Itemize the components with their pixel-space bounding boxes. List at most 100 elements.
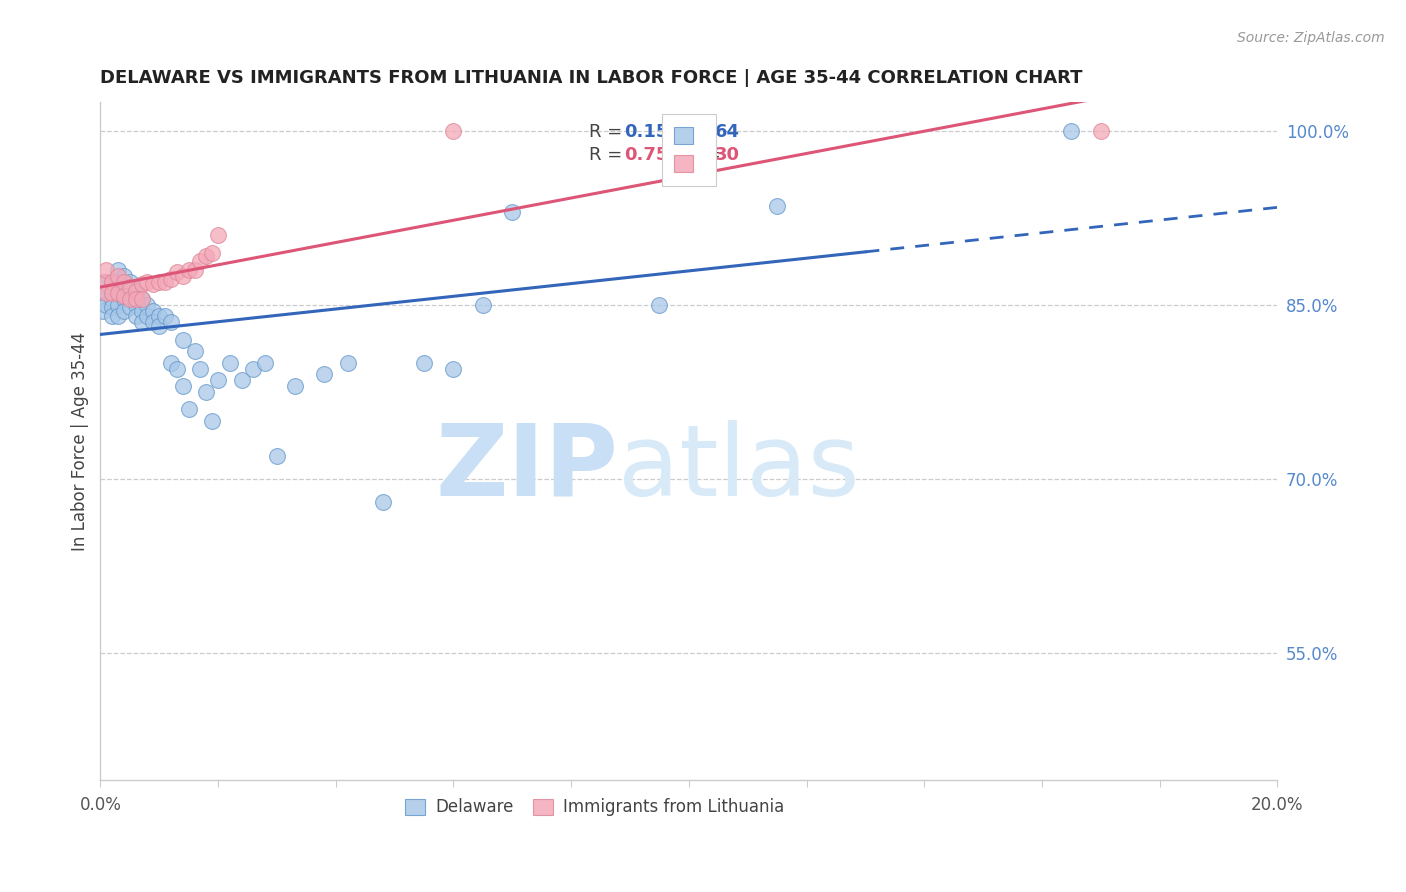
Point [112, 275, 135, 289]
Point [177, 263, 200, 277]
Point [96, 298, 118, 312]
Text: 0.159: 0.159 [624, 123, 681, 142]
Point [172, 333, 194, 347]
Text: 30: 30 [714, 146, 740, 164]
Point [201, 414, 224, 428]
Point [678, 124, 700, 138]
Point [107, 286, 129, 301]
Point [131, 277, 153, 291]
Point [142, 277, 165, 291]
Point [118, 275, 141, 289]
Point [107, 286, 129, 301]
Point [96, 263, 118, 277]
Point [160, 272, 183, 286]
Point [91, 292, 114, 306]
Point [1060, 124, 1083, 138]
Point [107, 268, 129, 283]
Y-axis label: In Labor Force | Age 35-44: In Labor Force | Age 35-44 [72, 332, 89, 550]
Point [131, 315, 153, 329]
Point [131, 292, 153, 306]
Point [136, 275, 159, 289]
Point [177, 402, 200, 417]
Point [190, 361, 212, 376]
Point [96, 286, 118, 301]
Point [101, 300, 124, 314]
Point [112, 303, 135, 318]
Text: atlas: atlas [619, 420, 860, 516]
Point [118, 300, 141, 314]
Text: 0.750: 0.750 [624, 146, 681, 164]
Text: R =: R = [589, 146, 628, 164]
Point [91, 275, 114, 289]
Point [142, 303, 165, 318]
Point [107, 310, 129, 324]
Point [142, 315, 165, 329]
Point [153, 310, 176, 324]
Point [112, 288, 135, 302]
Point [124, 284, 146, 298]
Point [336, 356, 359, 370]
Point [1090, 124, 1112, 138]
Point [413, 356, 436, 370]
Point [201, 245, 224, 260]
Point [190, 253, 212, 268]
Point [254, 356, 277, 370]
Point [118, 284, 141, 298]
Point [118, 292, 141, 306]
Point [183, 344, 205, 359]
Point [501, 205, 523, 219]
Point [136, 298, 159, 312]
Point [101, 286, 124, 301]
Point [107, 298, 129, 312]
Point [207, 373, 229, 387]
Point [101, 284, 124, 298]
Text: Source: ZipAtlas.com: Source: ZipAtlas.com [1237, 31, 1385, 45]
Point [312, 368, 335, 382]
Legend: Delaware, Immigrants from Lithuania: Delaware, Immigrants from Lithuania [398, 791, 792, 822]
Point [195, 249, 218, 263]
Point [242, 361, 264, 376]
Point [124, 292, 146, 306]
Point [101, 292, 124, 306]
Point [160, 356, 183, 370]
Point [112, 280, 135, 294]
Point [101, 275, 124, 289]
Point [112, 268, 135, 283]
Point [124, 298, 146, 312]
Point [443, 124, 465, 138]
Point [131, 292, 153, 306]
Point [648, 298, 671, 312]
Point [101, 275, 124, 289]
Point [153, 275, 176, 289]
Point [96, 286, 118, 301]
Point [166, 361, 188, 376]
Point [107, 275, 129, 289]
Point [107, 263, 129, 277]
Point [471, 298, 494, 312]
Text: N =: N = [675, 123, 727, 142]
Point [91, 303, 114, 318]
Point [183, 263, 205, 277]
Point [766, 199, 789, 213]
Point [136, 310, 159, 324]
Point [124, 286, 146, 301]
Point [160, 315, 183, 329]
Point [131, 303, 153, 318]
Point [207, 228, 229, 243]
Point [148, 310, 170, 324]
Text: ZIP: ZIP [436, 420, 619, 516]
Point [148, 318, 170, 333]
Point [195, 384, 218, 399]
Point [284, 379, 307, 393]
Point [231, 373, 253, 387]
Point [118, 280, 141, 294]
Point [124, 310, 146, 324]
Point [218, 356, 240, 370]
Point [266, 449, 288, 463]
Point [443, 361, 465, 376]
Point [118, 292, 141, 306]
Point [148, 275, 170, 289]
Text: N =: N = [675, 146, 727, 164]
Point [101, 310, 124, 324]
Point [112, 292, 135, 306]
